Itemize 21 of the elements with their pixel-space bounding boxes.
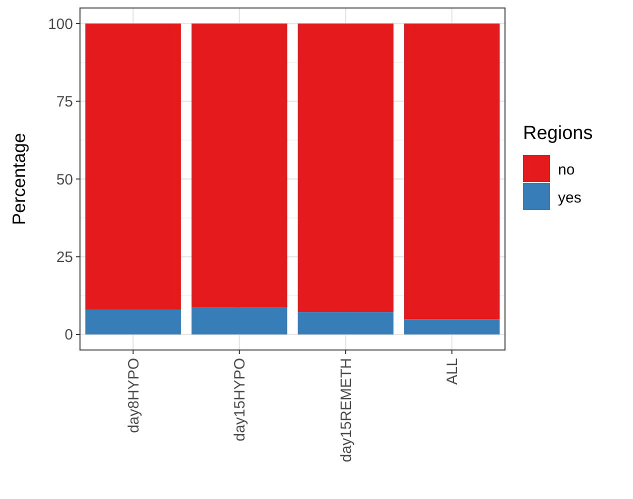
bar: [298, 312, 394, 334]
x-tick-label: day15HYPO: [232, 358, 249, 442]
y-tick-label: 25: [56, 248, 73, 266]
bar: [85, 310, 181, 334]
bar: [404, 24, 500, 320]
y-tick-label: 100: [48, 16, 73, 33]
legend-label: no: [558, 161, 575, 178]
legend-label: yes: [558, 189, 582, 206]
x-tick-label: day15REMETH: [338, 358, 355, 462]
y-tick-label: 75: [56, 94, 73, 111]
bar: [192, 24, 288, 308]
x-tick-label: ALL: [444, 358, 462, 385]
y-tick-label: 50: [56, 171, 73, 188]
y-tick-label: 0: [64, 326, 73, 344]
bar: [404, 319, 500, 334]
y-axis-title: Percentage: [9, 132, 29, 226]
bar: [298, 24, 394, 312]
bar: [85, 24, 181, 310]
x-tick-label: day8HYPO: [125, 358, 142, 434]
bar: [192, 307, 288, 334]
legend-title: Regions: [523, 123, 593, 144]
